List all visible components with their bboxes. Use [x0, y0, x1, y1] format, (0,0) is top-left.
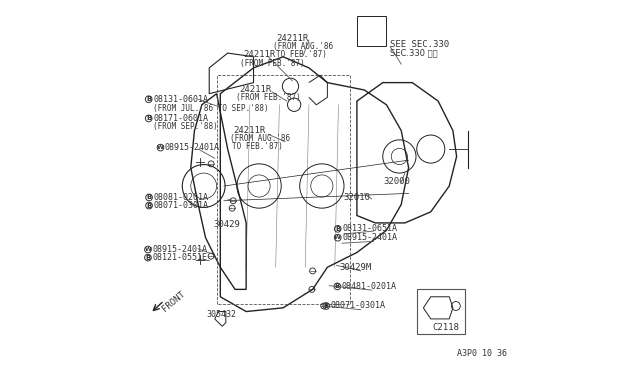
Text: 305432: 305432 — [207, 310, 237, 319]
Text: 08915-2401A: 08915-2401A — [342, 233, 397, 242]
Text: (FROM AUG.'86: (FROM AUG.'86 — [230, 134, 290, 143]
Text: (FROM AUG.'86: (FROM AUG.'86 — [273, 42, 333, 51]
Text: 08131-0601A: 08131-0601A — [153, 95, 208, 104]
Text: 08131-0651A: 08131-0651A — [342, 224, 397, 233]
Text: TO FEB.'87): TO FEB.'87) — [232, 142, 283, 151]
Text: 08915-2401A: 08915-2401A — [152, 245, 207, 254]
Text: 08481-0201A: 08481-0201A — [341, 282, 396, 291]
Text: A3P0 10 36: A3P0 10 36 — [456, 350, 507, 359]
Text: 30429: 30429 — [213, 220, 240, 229]
Text: 32010: 32010 — [343, 193, 370, 202]
Text: B: B — [335, 226, 340, 232]
Text: 08071-0301A: 08071-0301A — [153, 201, 208, 210]
Text: W: W — [334, 235, 341, 240]
Text: FRONT: FRONT — [161, 289, 187, 313]
Text: B: B — [145, 254, 150, 261]
Text: 24211R: 24211R — [277, 34, 309, 43]
Text: (FROM FEB.'87): (FROM FEB.'87) — [240, 59, 305, 68]
Text: 24211R: 24211R — [239, 85, 272, 94]
Text: B: B — [147, 203, 152, 209]
Text: B: B — [146, 115, 151, 121]
Text: W: W — [145, 247, 152, 252]
Text: B: B — [324, 303, 329, 309]
Text: B: B — [147, 195, 152, 201]
Text: 24211R: 24211R — [244, 51, 276, 60]
Text: 24211R: 24211R — [233, 126, 266, 135]
Text: C2118: C2118 — [433, 323, 460, 331]
Text: SEE SEC.330: SEE SEC.330 — [390, 41, 449, 49]
Text: 08915-2401A: 08915-2401A — [165, 143, 220, 152]
Text: 08081-0201A: 08081-0201A — [153, 193, 208, 202]
Text: B: B — [146, 96, 151, 102]
Text: TO FEB.'87): TO FEB.'87) — [276, 50, 326, 59]
Text: B: B — [335, 283, 340, 289]
Text: (FROM JUL.'86 TO SEP.'88): (FROM JUL.'86 TO SEP.'88) — [153, 104, 269, 113]
Text: 32000: 32000 — [383, 177, 410, 186]
Text: 08121-0551E: 08121-0551E — [152, 253, 207, 262]
Text: 08171-0601A: 08171-0601A — [153, 114, 208, 123]
Bar — [417, 289, 465, 334]
Text: 30429M: 30429M — [339, 263, 371, 272]
Text: (FROM SEP.'88): (FROM SEP.'88) — [153, 122, 218, 131]
Text: SEC.330 参照: SEC.330 参照 — [390, 49, 438, 58]
Text: W: W — [157, 145, 164, 150]
Text: 08071-0301A: 08071-0301A — [330, 301, 385, 311]
Text: (FROM FEB.'87): (FROM FEB.'87) — [236, 93, 301, 102]
